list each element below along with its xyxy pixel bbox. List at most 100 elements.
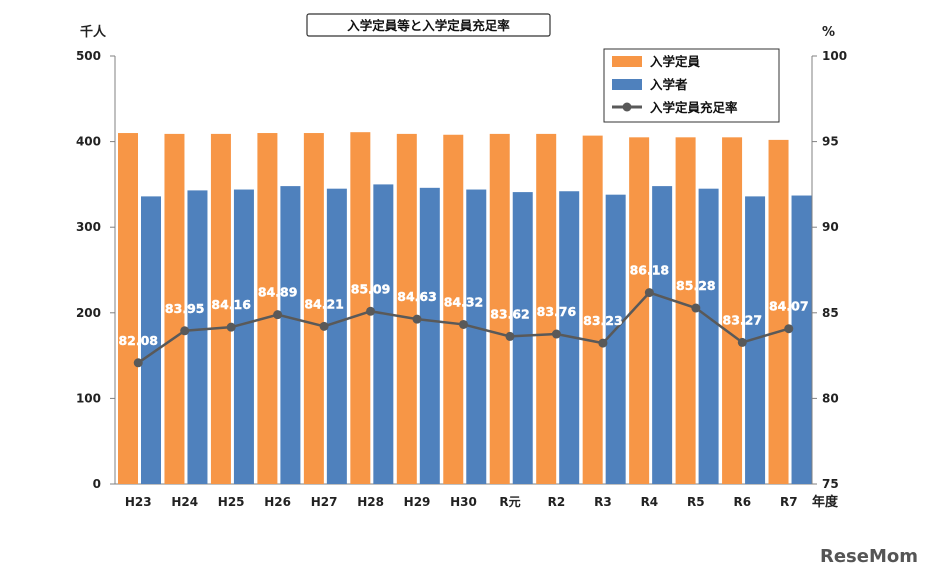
bar-capacity xyxy=(582,135,603,484)
x-axis-unit: 年度 xyxy=(812,494,839,510)
right-tick-label: 85 xyxy=(822,306,839,320)
legend: 入学定員 入学者 入学定員充足率 xyxy=(603,48,780,123)
bar-enrolled xyxy=(745,196,766,484)
bar-capacity xyxy=(675,137,696,484)
bar-enrolled xyxy=(373,184,394,484)
category-label: R3 xyxy=(594,495,612,509)
rate-point xyxy=(551,329,561,339)
rate-point xyxy=(319,321,329,331)
rate-point xyxy=(691,303,701,313)
bar-enrolled xyxy=(419,187,440,484)
category-label: H25 xyxy=(218,495,245,509)
right-tick-label: 75 xyxy=(822,477,839,491)
rate-data-label: 83.76 xyxy=(537,304,577,319)
left-tick-label: 500 xyxy=(76,49,101,63)
left-tick-label: 200 xyxy=(76,306,101,320)
bar-capacity xyxy=(257,133,278,485)
rate-data-label: 84.21 xyxy=(304,296,344,311)
category-label: H28 xyxy=(357,495,384,509)
bar-capacity xyxy=(629,137,650,484)
bar-enrolled xyxy=(233,189,254,484)
bar-capacity xyxy=(536,133,557,484)
bar-capacity xyxy=(443,134,464,484)
category-label: R2 xyxy=(548,495,566,509)
category-label: R5 xyxy=(687,495,705,509)
rate-data-label: 84.32 xyxy=(444,294,484,309)
rate-point xyxy=(180,326,190,336)
left-tick-label: 300 xyxy=(76,220,101,234)
left-tick-label: 400 xyxy=(76,135,101,149)
rate-data-label: 84.63 xyxy=(397,289,437,304)
watermark-logo: ReseMom xyxy=(820,546,918,567)
category-label: H27 xyxy=(311,495,338,509)
chart-title-box xyxy=(306,13,551,37)
bar-capacity xyxy=(489,133,510,484)
rate-data-label: 82.08 xyxy=(118,333,158,348)
category-label: H29 xyxy=(404,495,431,509)
rate-data-label: 85.28 xyxy=(676,278,716,293)
category-label: H23 xyxy=(125,495,152,509)
rate-point xyxy=(366,306,376,316)
rate-point xyxy=(784,324,794,334)
right-axis-ticks: 75 80 85 90 95 100 xyxy=(812,49,847,491)
category-label: H26 xyxy=(264,495,291,509)
rate-data-label: 83.95 xyxy=(165,301,205,316)
category-label: R4 xyxy=(641,495,659,509)
right-tick-label: 90 xyxy=(822,220,839,234)
rate-data-label: 85.09 xyxy=(351,281,391,296)
rate-data-label: 84.89 xyxy=(258,285,298,300)
bar-enrolled xyxy=(698,188,719,484)
right-tick-label: 80 xyxy=(822,391,839,405)
bar-capacity xyxy=(210,133,231,484)
left-axis-ticks: 0 100 200 300 400 500 xyxy=(76,49,115,491)
bar-enrolled xyxy=(326,188,347,484)
right-tick-label: 100 xyxy=(822,49,847,63)
bar-capacity xyxy=(722,137,743,484)
chart-title: 入学定員等と入学定員充足率 xyxy=(347,18,510,33)
category-label: H24 xyxy=(171,495,198,509)
rate-data-label: 83.62 xyxy=(490,306,530,321)
rate-point xyxy=(598,338,608,348)
bar-capacity xyxy=(303,133,324,485)
bar-enrolled xyxy=(605,194,626,484)
bar-enrolled xyxy=(512,192,533,484)
category-label: R6 xyxy=(734,495,752,509)
bar-enrolled xyxy=(652,186,673,484)
bar-enrolled xyxy=(466,189,487,484)
rate-data-label: 86.18 xyxy=(630,263,670,278)
legend-swatch-capacity xyxy=(612,56,642,67)
rate-point xyxy=(226,322,236,332)
bar-enrolled xyxy=(791,195,812,484)
left-tick-label: 100 xyxy=(76,391,101,405)
bar-capacity xyxy=(350,132,371,484)
category-labels-group: H23 H24 H25 H26 H27 H28 H29 H30 R元 R2 R3 R4 R5 R6 R7 xyxy=(125,495,798,509)
data-labels-group: 82.08 83.95 84.16 84.89 84.21 85.09 84.63 84.32… xyxy=(118,262,809,348)
legend-label-enrolled: 入学者 xyxy=(650,77,688,92)
rate-point xyxy=(273,310,283,320)
legend-marker-rate xyxy=(622,102,632,112)
bar-capacity xyxy=(768,139,789,484)
rate-point xyxy=(737,337,747,347)
bar-enrolled xyxy=(187,190,208,484)
left-axis-unit: 千人 xyxy=(80,24,107,40)
bar-capacity xyxy=(164,133,185,484)
category-label: R7 xyxy=(780,495,798,509)
legend-swatch-enrolled xyxy=(612,79,642,90)
bar-capacity xyxy=(118,133,138,485)
left-tick-label: 0 xyxy=(93,477,101,491)
rate-data-label: 83.23 xyxy=(583,313,623,328)
category-label: H30 xyxy=(450,495,477,509)
rate-point xyxy=(644,288,654,298)
rate-point xyxy=(412,314,422,324)
bar-enrolled xyxy=(280,186,301,484)
legend-label-capacity: 入学定員 xyxy=(650,54,701,69)
bar-capacity xyxy=(396,133,417,484)
bars-group xyxy=(118,132,812,485)
rate-data-label: 84.07 xyxy=(769,299,809,314)
rate-data-label: 83.27 xyxy=(723,312,763,327)
right-tick-label: 95 xyxy=(822,135,839,149)
bar-enrolled xyxy=(141,196,161,484)
rate-line-group xyxy=(133,288,794,368)
category-label: R元 xyxy=(499,495,520,509)
